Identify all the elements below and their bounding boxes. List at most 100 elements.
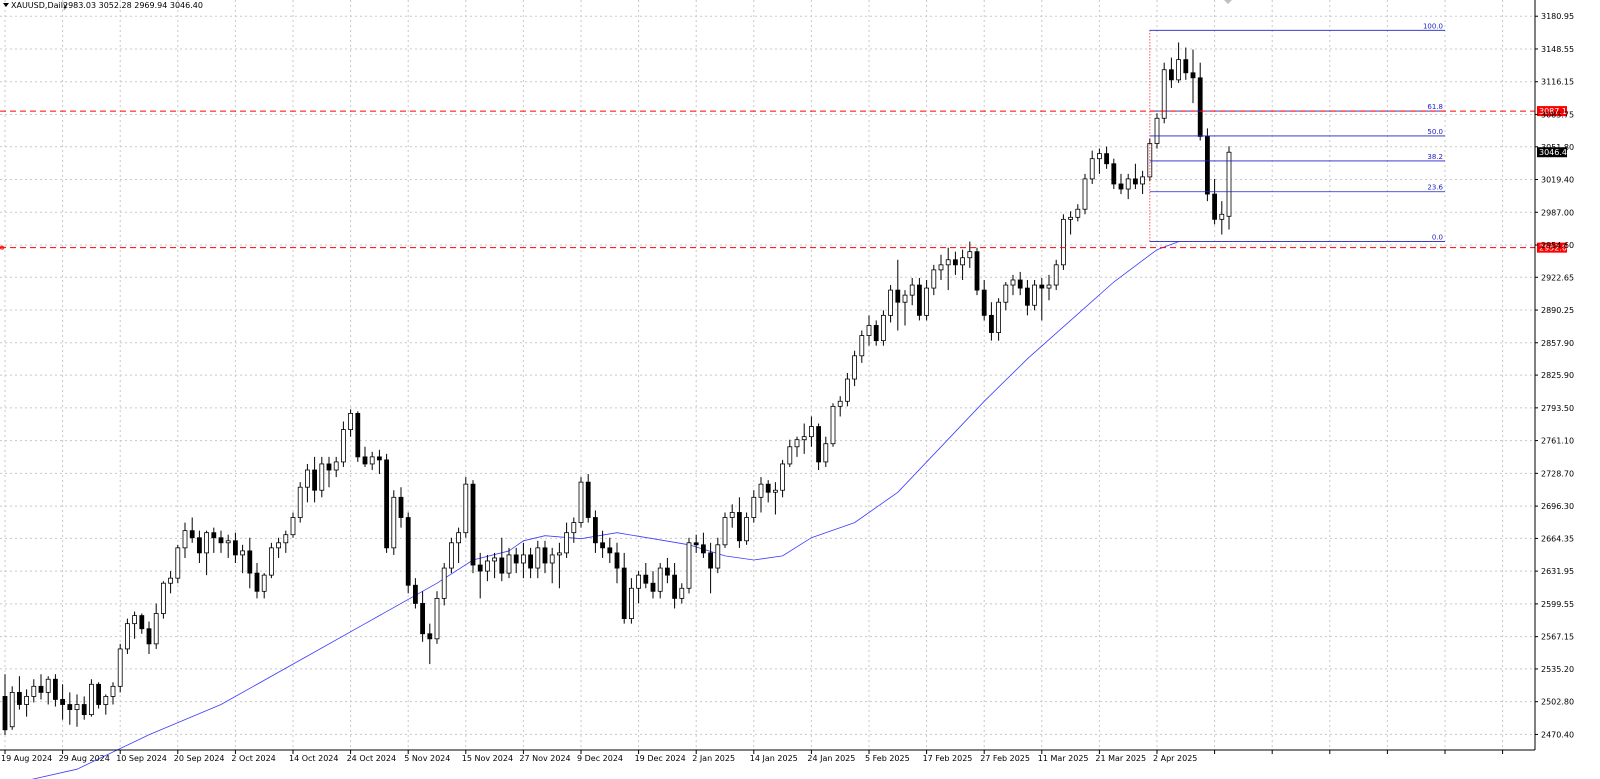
candle-body-bull <box>1003 284 1009 303</box>
candle <box>830 403 836 447</box>
candle <box>801 423 807 454</box>
x-tick-label: 19 Aug 2024 <box>1 754 52 763</box>
candle-body-bull <box>9 691 15 728</box>
candle-body-bear <box>816 426 821 463</box>
candle-body-bull <box>506 554 512 574</box>
candle-body-bear <box>1183 59 1189 74</box>
candle-body-bull <box>492 557 498 562</box>
candle <box>312 456 318 503</box>
candle-body-bear <box>81 704 87 716</box>
candle <box>463 477 469 538</box>
candle <box>1219 201 1225 235</box>
candle <box>1161 62 1167 124</box>
candle-body-bull <box>103 696 109 705</box>
x-tick-label: 11 Mar 2025 <box>1038 754 1089 763</box>
candle-body-bear <box>16 691 22 705</box>
candle <box>701 532 706 558</box>
candle-body-bear <box>470 483 476 566</box>
candle <box>1082 173 1088 215</box>
candle <box>1190 49 1196 104</box>
candle <box>751 490 757 523</box>
candle-body-bull <box>240 550 246 556</box>
candle <box>146 621 152 654</box>
candle-body-bear <box>96 683 101 705</box>
candle-body-bear <box>326 463 332 471</box>
candle-body-bear <box>196 537 202 554</box>
y-tick-label: 2922.65 <box>1541 273 1574 282</box>
price-tag-label: 2952.00 <box>1539 244 1572 253</box>
candle-body-bull <box>225 540 231 544</box>
candle <box>686 537 692 594</box>
candle-body-bear <box>412 584 418 604</box>
x-tick-label: 14 Jan 2025 <box>750 754 798 763</box>
candle <box>132 611 138 639</box>
price-tag <box>1537 242 1567 253</box>
candle-body-bull <box>744 517 749 542</box>
candle-body-bull <box>924 287 929 316</box>
candle-body-bull <box>31 685 37 697</box>
candle-body-bull <box>290 517 296 536</box>
candle <box>261 573 267 599</box>
y-tick-label: 2987.00 <box>1541 208 1574 217</box>
y-tick-label: 3148.55 <box>1541 45 1574 54</box>
candle <box>1140 170 1145 195</box>
candle-body-bear <box>1104 153 1109 165</box>
candle-body-bear <box>1169 69 1174 81</box>
y-tick-label: 2761.10 <box>1541 437 1574 446</box>
candle-body-bear <box>701 544 706 554</box>
candle <box>31 679 37 703</box>
candle-body-bear <box>362 456 368 465</box>
candle-body-bear <box>665 567 670 576</box>
candle-body-bull <box>1075 208 1081 218</box>
candle <box>607 537 613 564</box>
candle <box>895 259 901 331</box>
fibonacci-retracement[interactable]: 100.0 61.8 50.0 38.2 23.6 0.0 <box>1149 22 1445 242</box>
candle <box>931 264 937 296</box>
dropdown-triangle-icon[interactable] <box>3 3 9 7</box>
candle <box>110 682 116 705</box>
candle-body-bear <box>981 289 987 316</box>
candle <box>1212 178 1217 225</box>
x-tick-label: 20 Sep 2024 <box>174 754 225 763</box>
candle <box>960 249 965 280</box>
candle-body-bull <box>89 683 94 716</box>
candle-body-bull <box>1068 216 1073 220</box>
candle-body-bull <box>967 251 973 259</box>
candle-body-bull <box>1154 117 1160 144</box>
candle-body-bear <box>672 574 677 599</box>
candle-body-bull <box>1053 264 1059 286</box>
current-price-tag <box>1537 147 1567 158</box>
candle-body-bull <box>657 567 663 592</box>
candle-body-bull <box>484 560 490 572</box>
y-tick-label: 3116.15 <box>1541 78 1574 87</box>
candle <box>376 449 382 475</box>
horizontal-lines-layer[interactable]: 3087.11 2952.00 <box>0 106 1572 253</box>
candle <box>405 512 411 594</box>
candle <box>268 542 274 579</box>
scroll-marker-icon[interactable] <box>1224 0 1232 4</box>
line-anchor-icon[interactable] <box>0 245 4 250</box>
candle <box>859 330 865 363</box>
candle <box>1053 259 1059 291</box>
candle <box>564 522 569 558</box>
candle-body-bear <box>895 289 901 303</box>
candle <box>593 510 598 553</box>
candle <box>722 512 728 548</box>
candle-body-bear <box>1039 284 1045 289</box>
candle <box>909 277 915 306</box>
candle-body-bull <box>319 463 325 491</box>
candle <box>16 676 22 710</box>
candle <box>420 591 426 642</box>
candle <box>1089 150 1095 184</box>
candle <box>614 542 620 584</box>
candle <box>304 463 310 503</box>
fibonacci-level-label: 61.8 <box>1427 103 1443 111</box>
candle <box>427 623 433 665</box>
candle-body-bear <box>1212 193 1217 220</box>
candle <box>650 571 656 599</box>
candle <box>549 547 555 584</box>
candle <box>153 603 159 649</box>
candle <box>823 436 829 467</box>
candle <box>290 512 296 538</box>
